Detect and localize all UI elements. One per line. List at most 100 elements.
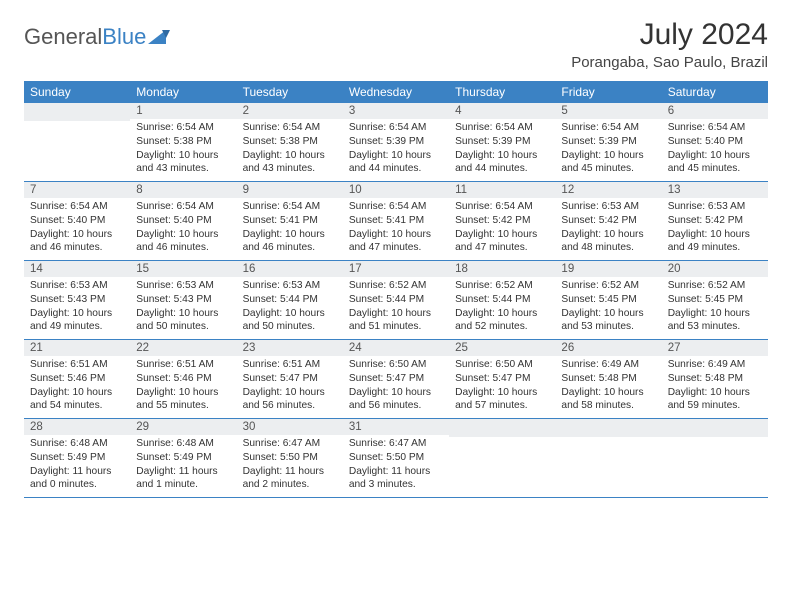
day-line: and 47 minutes. (349, 241, 443, 255)
day-cell: 2Sunrise: 6:54 AMSunset: 5:38 PMDaylight… (237, 103, 343, 181)
day-line: Sunset: 5:38 PM (243, 135, 337, 149)
day-line: and 58 minutes. (561, 399, 655, 413)
day-line: Sunset: 5:44 PM (455, 293, 549, 307)
week-row: 28Sunrise: 6:48 AMSunset: 5:49 PMDayligh… (24, 419, 768, 498)
day-line: Daylight: 10 hours (243, 386, 337, 400)
day-body: Sunrise: 6:49 AMSunset: 5:48 PMDaylight:… (662, 356, 768, 417)
day-body: Sunrise: 6:54 AMSunset: 5:39 PMDaylight:… (343, 119, 449, 180)
day-line: Sunset: 5:49 PM (30, 451, 124, 465)
day-line: Daylight: 10 hours (243, 228, 337, 242)
day-cell: 7Sunrise: 6:54 AMSunset: 5:40 PMDaylight… (24, 182, 130, 260)
day-number: 11 (449, 182, 555, 198)
day-cell (24, 103, 130, 181)
day-line: Sunset: 5:46 PM (136, 372, 230, 386)
day-line: Daylight: 11 hours (243, 465, 337, 479)
day-number: 2 (237, 103, 343, 119)
day-line: Sunrise: 6:54 AM (243, 121, 337, 135)
week-row: 14Sunrise: 6:53 AMSunset: 5:43 PMDayligh… (24, 261, 768, 340)
day-line: and 53 minutes. (668, 320, 762, 334)
day-line: Daylight: 10 hours (136, 307, 230, 321)
day-line: and 44 minutes. (349, 162, 443, 176)
day-line: Sunrise: 6:54 AM (455, 200, 549, 214)
day-number-empty (24, 103, 130, 121)
day-line: Daylight: 10 hours (455, 307, 549, 321)
day-line: Daylight: 10 hours (561, 149, 655, 163)
day-line: and 55 minutes. (136, 399, 230, 413)
day-body: Sunrise: 6:49 AMSunset: 5:48 PMDaylight:… (555, 356, 661, 417)
day-cell: 1Sunrise: 6:54 AMSunset: 5:38 PMDaylight… (130, 103, 236, 181)
day-line: Sunrise: 6:54 AM (349, 121, 443, 135)
day-cell: 24Sunrise: 6:50 AMSunset: 5:47 PMDayligh… (343, 340, 449, 418)
day-line: Sunrise: 6:54 AM (455, 121, 549, 135)
day-line: Sunrise: 6:53 AM (668, 200, 762, 214)
logo-text-blue: Blue (102, 24, 146, 50)
weekday-header: Tuesday (237, 81, 343, 103)
day-line: and 43 minutes. (243, 162, 337, 176)
weekday-header: Saturday (662, 81, 768, 103)
weekday-header-row: SundayMondayTuesdayWednesdayThursdayFrid… (24, 81, 768, 103)
logo-triangle-icon (148, 24, 170, 50)
day-cell: 22Sunrise: 6:51 AMSunset: 5:46 PMDayligh… (130, 340, 236, 418)
day-number: 17 (343, 261, 449, 277)
day-body: Sunrise: 6:52 AMSunset: 5:45 PMDaylight:… (662, 277, 768, 338)
day-line: and 45 minutes. (668, 162, 762, 176)
day-line: Sunset: 5:44 PM (243, 293, 337, 307)
day-line: Sunrise: 6:51 AM (136, 358, 230, 372)
day-line: Sunset: 5:39 PM (561, 135, 655, 149)
day-line: Sunrise: 6:54 AM (561, 121, 655, 135)
day-cell: 15Sunrise: 6:53 AMSunset: 5:43 PMDayligh… (130, 261, 236, 339)
weekday-header: Thursday (449, 81, 555, 103)
day-line: Sunrise: 6:49 AM (668, 358, 762, 372)
location-label: Porangaba, Sao Paulo, Brazil (571, 54, 768, 71)
day-line: Sunrise: 6:54 AM (30, 200, 124, 214)
day-line: Daylight: 10 hours (136, 228, 230, 242)
day-cell: 21Sunrise: 6:51 AMSunset: 5:46 PMDayligh… (24, 340, 130, 418)
day-line: Sunset: 5:50 PM (243, 451, 337, 465)
day-number: 9 (237, 182, 343, 198)
day-number: 20 (662, 261, 768, 277)
day-line: Daylight: 11 hours (136, 465, 230, 479)
day-line: Sunrise: 6:52 AM (349, 279, 443, 293)
day-line: and 44 minutes. (455, 162, 549, 176)
page-title: July 2024 (571, 18, 768, 52)
day-line: Daylight: 10 hours (668, 228, 762, 242)
day-line: Daylight: 10 hours (668, 149, 762, 163)
day-cell (662, 419, 768, 497)
day-cell: 19Sunrise: 6:52 AMSunset: 5:45 PMDayligh… (555, 261, 661, 339)
day-line: and 56 minutes. (349, 399, 443, 413)
day-line: Sunset: 5:42 PM (561, 214, 655, 228)
day-body: Sunrise: 6:54 AMSunset: 5:39 PMDaylight:… (449, 119, 555, 180)
day-body: Sunrise: 6:54 AMSunset: 5:41 PMDaylight:… (237, 198, 343, 259)
day-line: Sunset: 5:41 PM (243, 214, 337, 228)
day-line: Sunset: 5:38 PM (136, 135, 230, 149)
day-number: 30 (237, 419, 343, 435)
day-line: Sunset: 5:45 PM (668, 293, 762, 307)
day-number-empty (555, 419, 661, 437)
day-line: Sunrise: 6:48 AM (30, 437, 124, 451)
day-line: and 2 minutes. (243, 478, 337, 492)
day-line: Daylight: 10 hours (30, 307, 124, 321)
day-line: Sunset: 5:40 PM (136, 214, 230, 228)
day-body: Sunrise: 6:50 AMSunset: 5:47 PMDaylight:… (449, 356, 555, 417)
header-row: GeneralBlue July 2024 Porangaba, Sao Pau… (24, 18, 768, 71)
day-number-empty (662, 419, 768, 437)
day-line: Sunset: 5:39 PM (455, 135, 549, 149)
day-line: Sunrise: 6:52 AM (455, 279, 549, 293)
day-line: and 47 minutes. (455, 241, 549, 255)
calendar-grid: SundayMondayTuesdayWednesdayThursdayFrid… (24, 81, 768, 498)
logo: GeneralBlue (24, 18, 170, 50)
day-line: Daylight: 10 hours (561, 228, 655, 242)
day-cell: 31Sunrise: 6:47 AMSunset: 5:50 PMDayligh… (343, 419, 449, 497)
weekday-header: Friday (555, 81, 661, 103)
day-line: Sunset: 5:47 PM (243, 372, 337, 386)
day-body: Sunrise: 6:47 AMSunset: 5:50 PMDaylight:… (237, 435, 343, 496)
day-line: Sunrise: 6:51 AM (30, 358, 124, 372)
day-line: Sunset: 5:43 PM (136, 293, 230, 307)
week-row: 1Sunrise: 6:54 AMSunset: 5:38 PMDaylight… (24, 103, 768, 182)
day-number: 18 (449, 261, 555, 277)
day-line: and 51 minutes. (349, 320, 443, 334)
day-cell: 25Sunrise: 6:50 AMSunset: 5:47 PMDayligh… (449, 340, 555, 418)
day-line: Daylight: 10 hours (136, 149, 230, 163)
day-line: Daylight: 10 hours (455, 386, 549, 400)
day-cell: 16Sunrise: 6:53 AMSunset: 5:44 PMDayligh… (237, 261, 343, 339)
